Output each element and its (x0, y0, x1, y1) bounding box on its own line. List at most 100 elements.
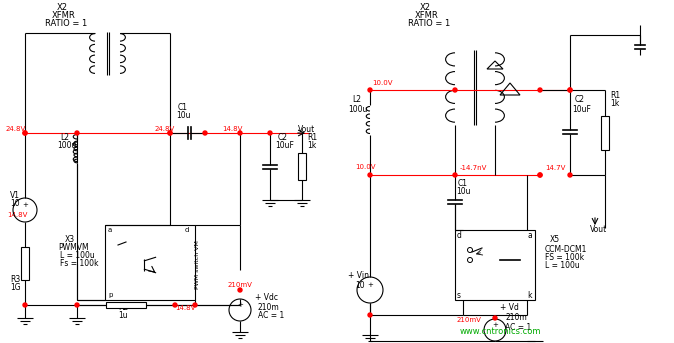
Text: 10.0V: 10.0V (372, 80, 392, 86)
Circle shape (538, 173, 542, 177)
Text: + Vdc: + Vdc (255, 294, 278, 303)
Text: 210mV: 210mV (228, 282, 253, 288)
Text: C1: C1 (458, 178, 468, 188)
Text: C2: C2 (575, 95, 585, 105)
Text: PWMVM: PWMVM (58, 244, 88, 252)
Text: 100u: 100u (348, 106, 367, 115)
Circle shape (238, 288, 242, 292)
Circle shape (193, 303, 197, 307)
Text: R1: R1 (307, 132, 317, 142)
Text: RATIO = 1: RATIO = 1 (45, 20, 87, 28)
Text: + Vd: + Vd (500, 303, 519, 311)
Text: 210m: 210m (505, 312, 527, 321)
Text: L = 100u: L = 100u (545, 260, 580, 270)
Text: k: k (527, 291, 532, 299)
Circle shape (368, 313, 372, 317)
Text: + Vin: + Vin (348, 271, 369, 280)
Text: -14.7nV: -14.7nV (460, 165, 487, 171)
Circle shape (453, 173, 457, 177)
Text: s: s (457, 291, 461, 299)
Text: 210m: 210m (258, 303, 280, 311)
Text: +: + (492, 322, 498, 328)
Text: d: d (185, 227, 189, 233)
Text: +: + (367, 282, 373, 288)
Bar (105, 225, 195, 300)
Text: L2: L2 (352, 95, 361, 105)
Text: R3: R3 (10, 275, 20, 284)
Text: X2: X2 (57, 3, 68, 12)
Text: +: + (237, 302, 243, 308)
Text: 210mV: 210mV (457, 317, 482, 323)
Bar (601, 116, 609, 150)
Text: 10: 10 (355, 281, 365, 289)
Circle shape (453, 88, 457, 92)
Text: FS = 100k: FS = 100k (545, 252, 584, 261)
Circle shape (173, 303, 177, 307)
Text: AC = 1: AC = 1 (258, 310, 284, 319)
Circle shape (203, 131, 207, 135)
Text: X2: X2 (420, 3, 431, 12)
Text: 14.7V: 14.7V (545, 165, 565, 171)
Circle shape (538, 173, 542, 177)
Circle shape (238, 131, 242, 135)
Bar (106, 302, 146, 308)
Circle shape (568, 173, 572, 177)
Bar (298, 153, 306, 180)
Text: p: p (108, 292, 113, 298)
Text: 10: 10 (10, 199, 20, 208)
Text: 14.8V: 14.8V (222, 126, 243, 132)
Circle shape (168, 131, 172, 135)
Text: 10uF: 10uF (572, 106, 591, 115)
Text: Fs = 100k: Fs = 100k (60, 260, 98, 269)
Text: X3: X3 (65, 236, 75, 245)
Circle shape (23, 303, 27, 307)
Text: Vout: Vout (590, 225, 607, 235)
Bar (455, 230, 535, 300)
Text: www.cntronics.com: www.cntronics.com (460, 328, 541, 336)
Circle shape (568, 88, 572, 92)
Text: RATIO = 1: RATIO = 1 (408, 20, 450, 28)
Text: R1: R1 (610, 91, 620, 99)
Text: 24.8V: 24.8V (6, 126, 26, 132)
Text: 10uF: 10uF (275, 141, 294, 150)
Circle shape (75, 131, 79, 135)
Circle shape (268, 131, 272, 135)
Text: X5: X5 (550, 236, 560, 245)
Circle shape (23, 131, 27, 135)
Text: AC = 1: AC = 1 (505, 322, 531, 331)
Text: 100u: 100u (57, 141, 76, 150)
Text: V1: V1 (10, 190, 20, 200)
Text: +: + (22, 202, 28, 208)
Text: C2: C2 (278, 132, 288, 142)
Circle shape (568, 88, 572, 92)
Text: 10u: 10u (176, 111, 191, 120)
Text: 1k: 1k (307, 141, 316, 150)
Text: L2: L2 (60, 132, 69, 142)
Text: 10.0V: 10.0V (355, 164, 375, 170)
Text: 1k: 1k (610, 98, 619, 107)
Text: C1: C1 (178, 104, 188, 113)
Text: XFMR: XFMR (52, 12, 75, 21)
Circle shape (368, 88, 372, 92)
Circle shape (75, 303, 79, 307)
Text: 1G: 1G (10, 284, 21, 293)
Text: a: a (527, 230, 532, 239)
Text: 14.8V: 14.8V (175, 305, 195, 311)
Text: Vout: Vout (298, 125, 315, 133)
Text: 24.8V: 24.8V (155, 126, 175, 132)
Text: PWM switch VM: PWM switch VM (195, 240, 200, 289)
Text: CCM-DCM1: CCM-DCM1 (545, 245, 587, 253)
Text: 10u: 10u (456, 188, 470, 197)
Bar (21, 247, 29, 280)
Text: a: a (108, 227, 113, 233)
Text: XFMR: XFMR (415, 12, 439, 21)
Text: 1u: 1u (118, 311, 127, 320)
Circle shape (168, 131, 172, 135)
Text: R2: R2 (118, 304, 128, 312)
Circle shape (493, 316, 497, 320)
Text: L = 100u: L = 100u (60, 251, 95, 260)
Text: 14.8V: 14.8V (7, 212, 28, 218)
Circle shape (538, 88, 542, 92)
Text: d: d (457, 230, 462, 239)
Circle shape (368, 173, 372, 177)
